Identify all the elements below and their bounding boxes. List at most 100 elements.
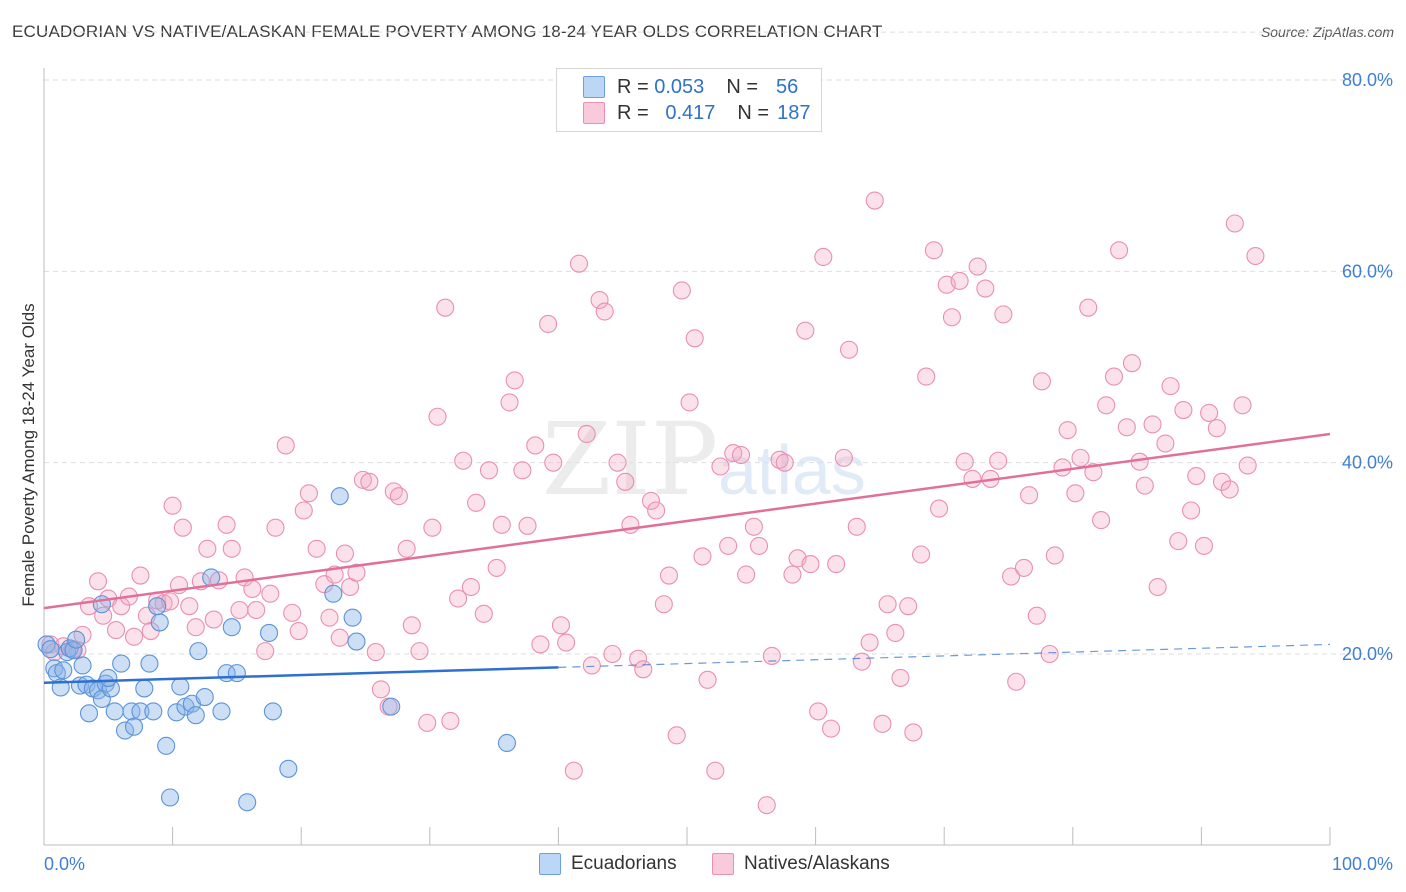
legend-n-value: 187 <box>777 101 811 124</box>
natives-alaskans-point <box>693 547 712 566</box>
natives-alaskans-point <box>1079 298 1098 317</box>
natives-alaskans-point <box>243 579 262 598</box>
natives-alaskans-point <box>1122 354 1142 373</box>
natives-alaskans-point <box>852 652 871 671</box>
ecuadorians-point <box>263 702 282 721</box>
natives-alaskans-point <box>654 595 673 614</box>
ecuadorians-point <box>167 703 186 722</box>
ecuadorians-point <box>259 623 279 643</box>
natives-alaskans-point <box>1066 484 1085 503</box>
legend-r-label: R = <box>617 101 649 124</box>
natives-alaskans-point <box>904 723 923 742</box>
natives-alaskans-point <box>198 539 217 558</box>
natives-alaskans-point <box>461 577 481 597</box>
natives-alaskans-point <box>289 621 308 641</box>
x-tick-label: 100.0% <box>1332 854 1393 874</box>
natives-alaskans-point <box>217 515 236 534</box>
natives-alaskans-point <box>1032 372 1051 391</box>
natives-alaskans-point <box>163 496 182 515</box>
natives-alaskans-point <box>500 393 519 412</box>
natives-alaskans-point <box>1225 214 1244 233</box>
ecuadorians-point <box>343 608 362 627</box>
natives-alaskans-point <box>595 302 614 321</box>
natives-alaskans-point <box>307 539 326 558</box>
natives-alaskans-point <box>994 305 1013 324</box>
natives-alaskans-point <box>839 340 859 359</box>
watermark-zip: ZIP <box>542 401 718 518</box>
natives-alaskans-point <box>1002 567 1021 586</box>
natives-alaskans-point <box>186 618 205 637</box>
natives-alaskans-point <box>436 298 455 317</box>
natives-alaskans-point <box>1212 472 1232 491</box>
natives-alaskans-point <box>106 621 126 640</box>
y-axis-label: Female Poverty Among 18-24 Year Olds <box>19 303 38 606</box>
natives-alaskans-point <box>719 536 738 555</box>
natives-alaskans-point <box>827 555 846 574</box>
legend-row-natives: R = 0.417 N = 187 <box>583 102 810 124</box>
natives-alaskans-point <box>775 453 794 472</box>
natives-alaskans-point <box>531 635 550 654</box>
ecuadorians-point <box>92 689 111 709</box>
ecuadorians-points <box>37 487 517 812</box>
natives-alaskans-point <box>796 321 815 340</box>
ecuadorians-point <box>212 702 231 721</box>
bottom-legend-label: Natives/Alaskans <box>744 853 890 874</box>
natives-alaskans-point <box>814 247 833 267</box>
natives-alaskans-point <box>1117 418 1136 437</box>
natives-alaskans-point <box>551 616 571 635</box>
ecuadorians-point <box>41 640 60 659</box>
ecuadorians-point <box>324 584 343 603</box>
ecuadorians-point <box>112 654 131 673</box>
natives-alaskans-point <box>762 646 781 665</box>
natives-alaskans-trend-line <box>43 432 1331 610</box>
natives-alaskans-point <box>410 642 429 661</box>
natives-alaskans-point <box>976 279 995 298</box>
y-tick-label: 20.0% <box>1342 644 1393 664</box>
natives-alaskans-point <box>1161 377 1180 396</box>
natives-alaskans-point <box>878 595 897 614</box>
natives-alaskans-point <box>582 656 601 675</box>
natives-alaskans-point <box>1148 577 1167 597</box>
natives-alaskans-point <box>608 453 627 472</box>
natives-alaskans-point <box>402 616 421 635</box>
trend-lines <box>43 432 1331 684</box>
natives-alaskans-point <box>204 610 223 629</box>
natives-alaskans-point <box>1020 486 1039 505</box>
natives-alaskans-point <box>1207 419 1226 438</box>
natives-alaskans-point <box>744 517 763 536</box>
natives-alaskans-point <box>590 290 609 310</box>
ecuadorians-point <box>64 641 83 660</box>
watermark-atlas: atlas <box>718 431 866 509</box>
y-tick-label: 60.0% <box>1342 261 1393 281</box>
natives-alaskans-point <box>924 241 943 260</box>
natives-alaskans-point <box>950 271 969 290</box>
natives-alaskans-point <box>366 643 385 662</box>
ecuadorians-point <box>186 706 205 725</box>
natives-alaskans-point <box>641 491 661 510</box>
natives-alaskans-point <box>1045 546 1064 565</box>
natives-alaskans-point <box>1110 241 1129 260</box>
ecuadorians-point <box>189 642 208 661</box>
legend-swatch-blue <box>583 76 605 98</box>
natives-alaskans-point <box>1174 400 1193 420</box>
natives-alaskans-point <box>1169 532 1188 551</box>
natives-alaskans-points <box>41 191 1265 815</box>
natives-alaskans-point <box>860 633 879 652</box>
natives-alaskans-point <box>930 499 949 518</box>
ecuadorians-point <box>227 664 246 683</box>
natives-alaskans-point <box>770 450 789 469</box>
ecuadorians-point <box>382 697 401 716</box>
natives-alaskans-point <box>1187 467 1206 486</box>
natives-alaskans-point <box>94 606 113 625</box>
ecuadorians-point <box>54 661 73 680</box>
natives-alaskans-point <box>1233 396 1252 415</box>
natives-alaskans-point <box>912 545 931 564</box>
natives-alaskans-point <box>603 644 622 664</box>
natives-alaskans-point <box>479 461 499 480</box>
ecuadorians-point <box>144 702 163 721</box>
natives-alaskans-point <box>1027 606 1046 625</box>
natives-alaskans-point <box>474 604 493 623</box>
ecuadorians-point <box>124 717 144 736</box>
ecuadorians-point <box>131 702 150 721</box>
natives-alaskans-point <box>706 761 725 780</box>
